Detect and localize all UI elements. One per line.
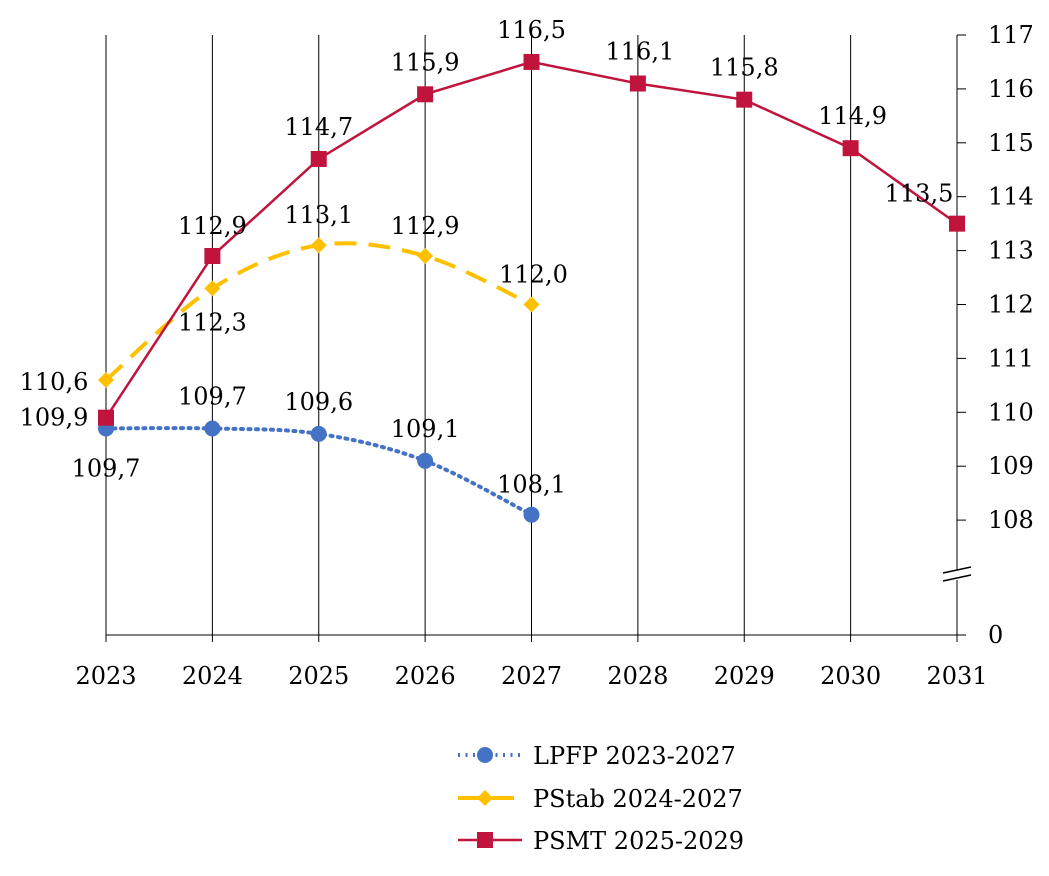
y-tick-label: 116 [988,75,1034,103]
square-marker [629,75,646,92]
axes: 2023 2024 2025 2026 2027 2028 2029 2030 2031 108 1… [75,21,1033,690]
x-tick-label: 2031 [926,662,987,690]
square-marker [417,86,434,103]
legend-item-2: PSMT 2025-2029 [458,827,744,855]
y-tick-label-zero: 0 [988,621,1003,649]
data-label: 112,9 [178,212,247,240]
y-tick-label: 117 [988,21,1034,49]
square-marker [842,140,859,157]
y-tick-label: 108 [988,506,1034,534]
series-0 [98,420,540,523]
y-tick-label: 109 [988,452,1034,480]
data-label: 109,1 [391,415,460,443]
data-label: 114,7 [284,113,353,141]
data-label: 110,6 [20,368,89,396]
diamond-marker [98,371,114,388]
diamond-marker [417,247,434,264]
axis-break-mark [942,574,972,582]
diamond-marker [204,280,221,297]
circle-marker [523,506,540,523]
data-label: 109,6 [284,388,353,416]
data-label: 112,3 [178,308,247,336]
square-marker [949,215,965,232]
data-label: 109,9 [20,404,89,432]
data-label: 113,1 [284,201,353,229]
axis-break-mark [942,566,972,574]
x-tick-label: 2023 [75,662,136,690]
data-label: 116,5 [497,16,566,44]
y-tick-label: 115 [988,129,1034,157]
data-label: 114,9 [818,102,887,130]
legend-label: PSMT 2025-2029 [533,827,744,855]
circle-marker [417,452,434,469]
legend-label: LPFP 2023-2027 [533,742,736,770]
circle-marker [310,425,327,442]
y-tick-label: 114 [988,183,1034,211]
square-marker [98,409,114,426]
square-marker [523,53,540,70]
legend-item-1: PStab 2024-2027 [458,785,743,813]
series-2 [98,53,965,426]
data-label: 113,5 [885,180,954,208]
data-label: 109,7 [72,454,141,482]
y-tick-label: 113 [988,237,1034,265]
y-tick-label: 112 [988,291,1034,319]
data-labels: 109,7 109,7 109,6 109,1 108,1 110,6 112,3 113,1… [20,16,954,499]
data-label: 116,1 [606,38,675,66]
x-tick-label: 2028 [607,662,668,690]
y-tick-label: 111 [988,344,1034,372]
square-marker [736,91,753,108]
x-tick-label: 2027 [501,662,562,690]
data-label: 112,0 [499,261,568,289]
vertical-gridlines [105,35,852,635]
x-tick-label: 2026 [395,662,456,690]
x-tick-label: 2029 [714,662,775,690]
data-label: 109,7 [178,382,247,410]
x-tick-label: 2030 [820,662,881,690]
legend-diamond-marker [477,790,493,806]
data-label: 108,1 [497,471,566,499]
data-label: 112,9 [391,212,460,240]
x-tick-label: 2024 [182,662,243,690]
data-label: 115,9 [391,48,460,76]
x-tick-label: 2025 [288,662,349,690]
diamond-marker [310,237,327,254]
legend: LPFP 2023-2027 PStab 2024-2027 PSMT 2025-2… [458,742,744,855]
axis-break-gap [943,570,971,580]
square-marker [310,150,327,167]
legend-label: PStab 2024-2027 [533,785,743,813]
square-marker [204,247,221,264]
legend-item-0: LPFP 2023-2027 [458,742,736,770]
data-label: 115,8 [710,54,779,82]
y-tick-label: 110 [988,398,1034,426]
series-group [98,53,965,523]
legend-circle-marker [477,747,493,763]
legend-square-marker [477,832,493,848]
diamond-marker [523,296,540,313]
circle-marker [204,420,221,437]
